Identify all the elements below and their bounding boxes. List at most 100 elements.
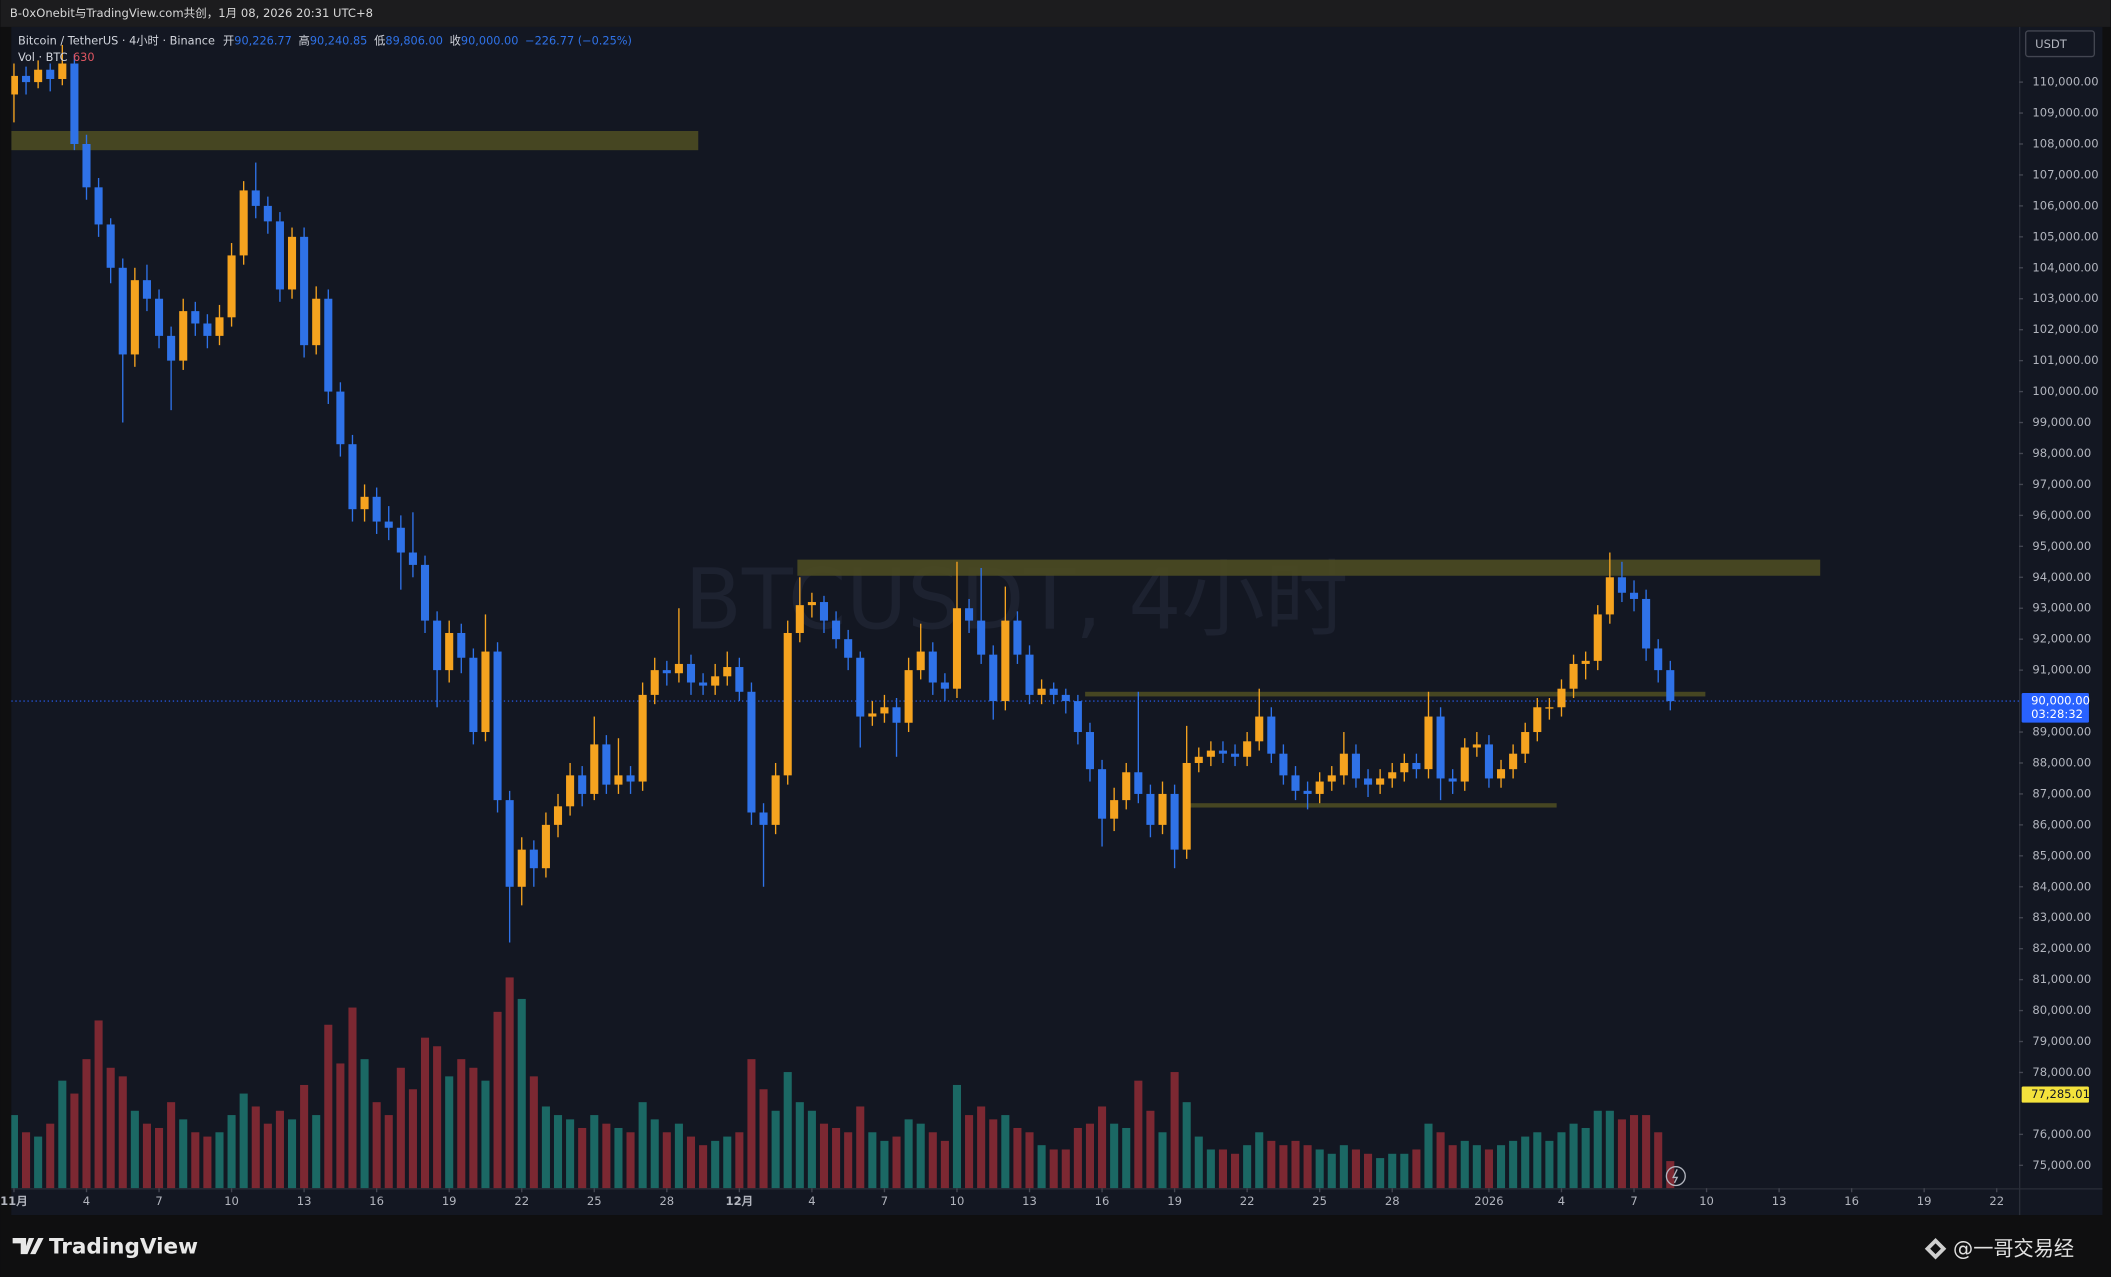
replay-icon[interactable]: [1665, 1165, 1686, 1187]
candle-body: [1170, 793, 1179, 850]
candle-body: [916, 651, 925, 671]
volume-bar: [928, 1132, 937, 1189]
candle-body: [783, 632, 792, 776]
candle-body: [1351, 753, 1360, 779]
y-tick-label: 87,000.00: [2032, 786, 2091, 800]
volume-bar: [300, 1084, 309, 1189]
candle-body: [154, 298, 164, 336]
candle-body: [22, 75, 31, 83]
candle-body: [1279, 753, 1288, 776]
candle-body: [819, 602, 829, 621]
candle-body: [191, 311, 200, 324]
candle-body: [1629, 592, 1639, 599]
volume-bar: [481, 1080, 490, 1189]
x-tick-label: 11月: [0, 1194, 28, 1208]
candle-body: [747, 691, 756, 813]
replay-icon-glyph: [1672, 1169, 1679, 1184]
volume-bar: [312, 1115, 321, 1189]
candle-body: [553, 806, 563, 825]
candle-body: [602, 744, 611, 785]
volume-bar: [203, 1136, 212, 1189]
candle-body: [142, 280, 151, 299]
candle-body: [445, 632, 454, 671]
x-tick-label: 2026: [1474, 1194, 1503, 1208]
x-tick-label: 10: [950, 1194, 965, 1208]
y-tick-label: 100,000.00: [2032, 384, 2098, 398]
candle-body: [1158, 793, 1167, 825]
volume-bar: [1085, 1123, 1095, 1189]
volume-bar: [952, 1084, 962, 1189]
volume-bar: [723, 1136, 732, 1189]
candle-body: [1521, 732, 1530, 754]
x-tick-label: 28: [659, 1194, 674, 1208]
currency-box[interactable]: [2025, 30, 2095, 58]
price-tag: [2021, 1086, 2089, 1103]
candle-body: [312, 298, 321, 346]
candle-body: [1061, 694, 1070, 702]
volume-bar: [505, 977, 514, 1189]
y-tick-label: 91,000.00: [2032, 663, 2091, 677]
candle-body: [614, 775, 623, 785]
volume-bar: [1448, 1145, 1457, 1189]
volume-bar: [130, 1110, 139, 1189]
volume-bar: [916, 1123, 925, 1189]
price-tag-label: 77,285.01: [2031, 1087, 2090, 1101]
volume-bar: [1339, 1145, 1348, 1189]
volume-bar: [1073, 1127, 1082, 1189]
y-tick-label: 88,000.00: [2032, 755, 2091, 769]
x-tick-label: 16: [1095, 1194, 1110, 1208]
candle-body: [1339, 753, 1348, 776]
candle-body: [324, 298, 333, 392]
candle-body: [977, 620, 986, 655]
legend-value: 90,226.77: [234, 35, 292, 48]
candle-body: [227, 255, 236, 318]
volume-bar: [1218, 1149, 1227, 1189]
candle-body: [1122, 772, 1131, 801]
y-tick-label: 107,000.00: [2032, 167, 2098, 181]
candle-body: [759, 812, 768, 825]
volume-bar: [420, 1037, 430, 1189]
y-tick-label: 98,000.00: [2032, 446, 2091, 460]
candle-body: [239, 190, 248, 256]
volume-bar: [493, 1011, 502, 1189]
volume-bar: [1424, 1123, 1433, 1189]
x-tick-label: 22: [1240, 1194, 1255, 1208]
candle-body: [275, 221, 284, 290]
header-text: B-0xOnebit与TradingView.com共创，1月 08, 2026…: [10, 6, 373, 20]
candle-body: [215, 317, 224, 336]
volume-bar: [578, 1127, 587, 1189]
candle-body: [1194, 756, 1203, 763]
x-tick-label: 19: [1917, 1194, 1932, 1208]
volume-bar: [1581, 1127, 1590, 1189]
y-tick-label: 105,000.00: [2032, 229, 2098, 243]
x-tick-label: 4: [83, 1194, 90, 1208]
candle-body: [1545, 707, 1554, 709]
candle-body: [952, 608, 962, 689]
legend-label: Vol · BTC: [18, 51, 68, 64]
candle-body: [1472, 744, 1481, 748]
candle-body: [989, 654, 998, 702]
volume-bar: [892, 1136, 901, 1189]
volume-bar: [904, 1119, 913, 1189]
candle-body: [1424, 716, 1433, 770]
candle-body: [469, 657, 478, 733]
candle-body: [940, 682, 949, 689]
candle-body: [106, 224, 115, 268]
candle-body: [965, 608, 974, 621]
volume-bar: [469, 1067, 478, 1189]
volume-bar: [674, 1123, 683, 1189]
volume-bar: [711, 1140, 720, 1189]
volume-bar: [348, 1007, 357, 1189]
y-tick-label: 84,000.00: [2032, 879, 2091, 893]
volume-bar: [1617, 1119, 1626, 1189]
volume-bar: [1061, 1149, 1070, 1189]
legend-value: 630: [73, 51, 95, 64]
volume-bar: [70, 1093, 79, 1189]
volume-bar: [154, 1127, 164, 1189]
volume-bar: [239, 1093, 248, 1189]
candle-body: [578, 775, 587, 794]
brand-name: TradingView: [49, 1234, 198, 1259]
candle-body: [1327, 775, 1336, 782]
volume-bar: [819, 1123, 829, 1189]
